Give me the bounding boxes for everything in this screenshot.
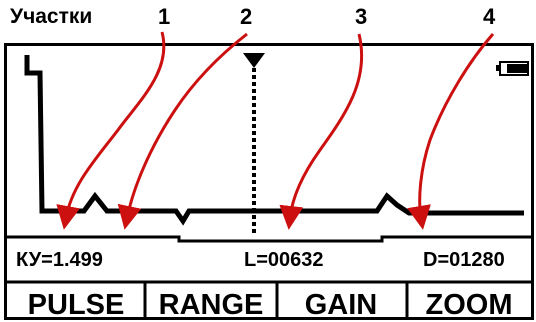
cursor-marker-icon <box>243 53 265 68</box>
zoom-button[interactable]: ZOOM <box>426 289 513 320</box>
d-readout: D=01280 <box>423 249 505 271</box>
marker-label-4: 4 <box>483 4 496 29</box>
annotation-arrow-3 <box>279 33 364 230</box>
annotation-arrow-4 <box>407 33 495 230</box>
screen-canvas: КУ=1.499 L=00632 D=01280 PULSE RANGE GAI… <box>4 43 534 320</box>
range-button[interactable]: RANGE <box>159 289 264 320</box>
gain-button[interactable]: GAIN <box>305 289 378 320</box>
gain-button-label[interactable]: GAIN <box>305 289 378 320</box>
l-readout: L=00632 <box>244 249 324 271</box>
signal-trace <box>24 55 524 226</box>
annotation-arrow-2 <box>117 32 248 230</box>
marker-label-1: 1 <box>158 4 171 29</box>
zoom-button-label[interactable]: ZOOM <box>426 289 513 320</box>
pulse-button-label[interactable]: PULSE <box>28 289 125 320</box>
pulse-button[interactable]: PULSE <box>28 289 125 320</box>
battery-icon <box>496 61 529 76</box>
marker-label-3: 3 <box>355 4 368 29</box>
range-button-label[interactable]: RANGE <box>159 289 264 320</box>
marker-label-2: 2 <box>240 4 253 29</box>
section-title: Участки <box>10 5 93 28</box>
status-divider <box>5 235 533 243</box>
device-screen: КУ=1.499 L=00632 D=01280 PULSE RANGE GAI… <box>4 43 534 320</box>
ky-readout: КУ=1.499 <box>16 249 103 271</box>
screen-frame <box>4 43 534 320</box>
annotation-arrow-1 <box>56 31 166 230</box>
